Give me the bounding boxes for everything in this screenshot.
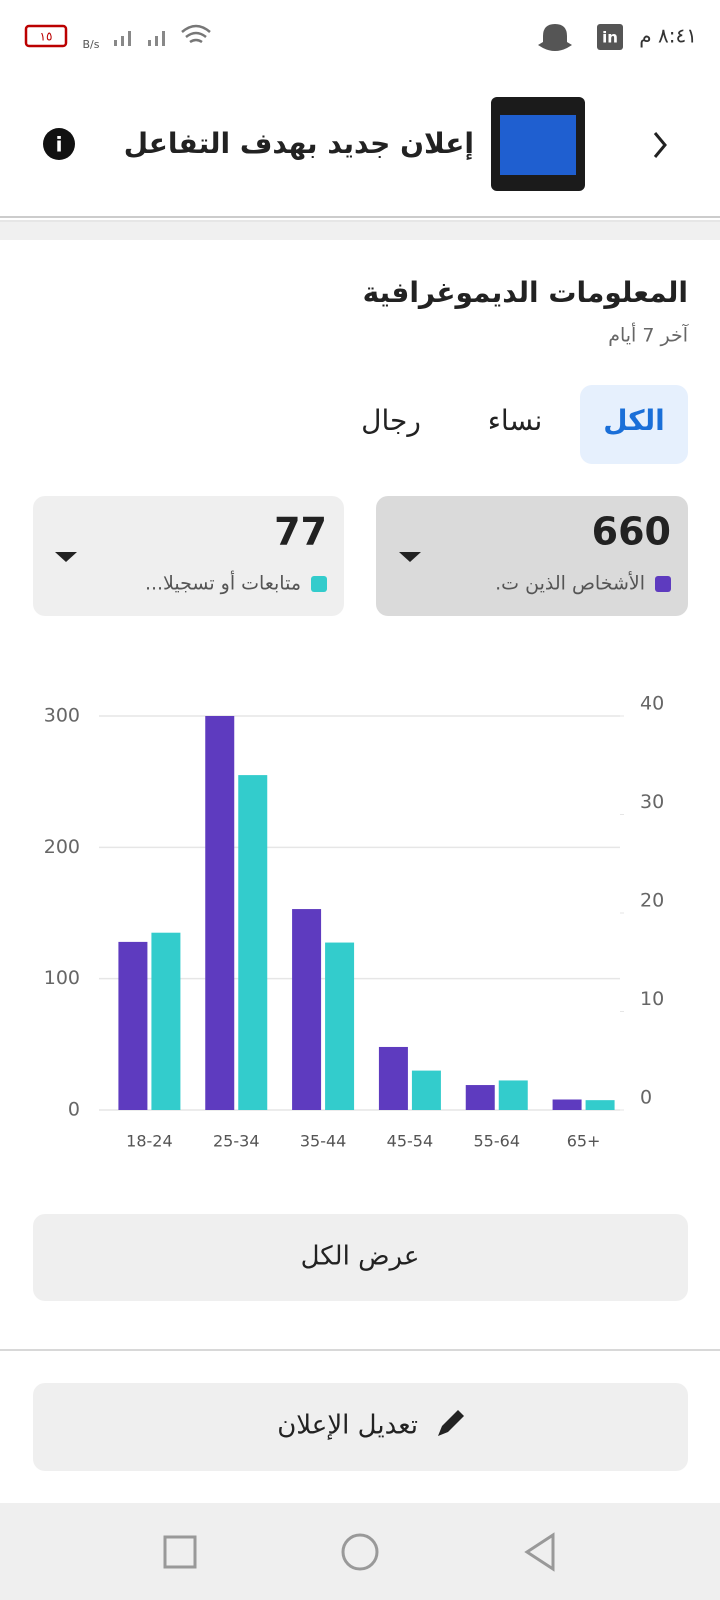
edit-ad-label: تعديل الإعلان: [277, 1411, 418, 1441]
x-tick-label: 65+: [567, 1132, 601, 1151]
metric-value: 660: [592, 510, 671, 554]
nav-recents[interactable]: [163, 1535, 197, 1569]
bar: [465, 1085, 495, 1110]
snapchat-icon: [538, 24, 572, 51]
metric-card[interactable]: [376, 496, 688, 616]
dropdown-icon: [399, 552, 421, 562]
bar: [118, 941, 148, 1110]
linkedin-icon: [597, 24, 623, 50]
bar: [411, 1070, 441, 1110]
clock: ٨:٤١ م: [639, 24, 697, 48]
nav-home[interactable]: [341, 1533, 379, 1571]
info-glyph: i: [56, 133, 63, 157]
y2-tick-label: 30: [640, 791, 664, 813]
y2-tick-label: 10: [640, 988, 664, 1010]
x-tick-label: 25-34: [213, 1132, 260, 1151]
y2-tick-label: 40: [640, 693, 664, 715]
y2-tick-label: 20: [640, 890, 664, 912]
tab[interactable]: الكل: [603, 404, 664, 437]
back-button[interactable]: [653, 132, 667, 158]
x-tick-label: 45-54: [387, 1132, 434, 1151]
x-tick-label: 35-44: [300, 1132, 347, 1151]
y2-tick-label: 0: [640, 1087, 652, 1109]
y-tick-label: 300: [44, 705, 80, 727]
section-subtitle: آخر 7 أيام: [608, 323, 689, 347]
bar: [292, 909, 322, 1110]
bar: [151, 932, 181, 1110]
bar: [552, 1099, 582, 1110]
metric-label: الأشخاص الذين ت.: [495, 572, 645, 595]
info-button[interactable]: [43, 128, 75, 160]
tab[interactable]: رجال: [361, 404, 421, 437]
header-title: إعلان جديد بهدف التفاعل: [124, 127, 474, 161]
bar: [238, 775, 268, 1110]
ad-thumbnail-screen: [500, 115, 576, 175]
bar: [498, 1080, 528, 1110]
nav-back[interactable]: [524, 1532, 555, 1572]
legend-swatch: [655, 576, 671, 592]
bar: [585, 1100, 615, 1110]
nav-bar: [0, 1503, 720, 1600]
bar: [325, 942, 355, 1110]
edit-ad-button[interactable]: [33, 1383, 688, 1471]
legend-swatch: [311, 576, 327, 592]
x-tick-label: 18-24: [126, 1132, 173, 1151]
metric-card[interactable]: [33, 496, 344, 616]
y-tick-label: 100: [44, 967, 80, 989]
speed-unit: B/s: [83, 38, 100, 51]
edit-icon: [438, 1410, 464, 1436]
x-tick-label: 55-64: [474, 1132, 521, 1151]
view-all-label: عرض الكل: [301, 1242, 420, 1272]
metric-label: متابعات أو تسجيلا...: [145, 571, 301, 595]
bar: [378, 1046, 408, 1110]
battery-icon: [24, 24, 68, 48]
metric-value: 77: [274, 510, 327, 554]
signal-icons: [114, 31, 165, 46]
battery-level: ١٥: [40, 30, 53, 44]
y-tick-label: 200: [44, 836, 80, 858]
dropdown-icon: [55, 552, 77, 562]
linkedin-glyph: in: [602, 29, 618, 47]
section-title: المعلومات الديموغرافية: [363, 276, 688, 309]
spacer: [0, 222, 720, 240]
wifi-icon: [181, 24, 211, 44]
tab[interactable]: نساء: [488, 404, 542, 437]
view-all-button[interactable]: [33, 1214, 688, 1301]
y-tick-label: 0: [68, 1099, 80, 1121]
bar: [205, 716, 235, 1110]
tab-selected-bg: [580, 385, 688, 464]
